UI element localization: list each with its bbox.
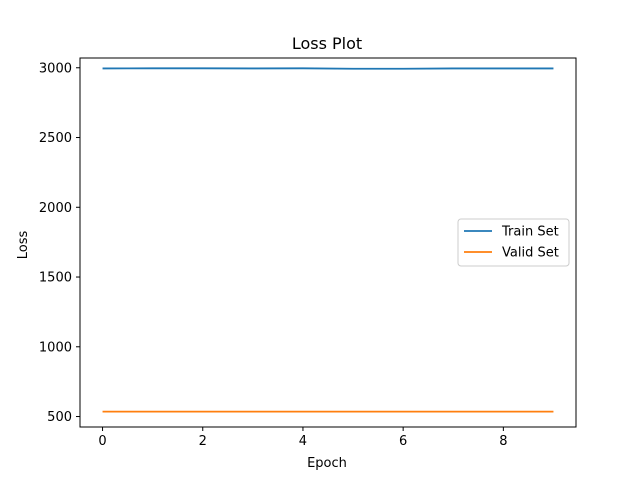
y-tick-label-0: 500 bbox=[47, 410, 72, 425]
legend: Train Set Valid Set bbox=[457, 218, 570, 267]
x-tick-label-1: 2 bbox=[199, 434, 207, 449]
x-tick-label-3: 6 bbox=[399, 434, 407, 449]
x-axis: 0 2 4 6 8 bbox=[98, 427, 507, 449]
x-tick-label-4: 8 bbox=[499, 434, 507, 449]
y-tick-label-2: 1500 bbox=[39, 271, 72, 286]
legend-label-0: Train Set bbox=[501, 225, 559, 240]
y-tick-label-4: 2500 bbox=[39, 131, 72, 146]
y-tick-label-1: 1000 bbox=[39, 340, 72, 355]
chart-title: Loss Plot bbox=[292, 34, 362, 53]
y-axis-label: Loss bbox=[16, 231, 31, 260]
x-axis-label: Epoch bbox=[307, 456, 347, 471]
x-tick-label-2: 4 bbox=[299, 434, 307, 449]
x-tick-label-0: 0 bbox=[98, 434, 106, 449]
y-tick-label-3: 2000 bbox=[39, 201, 72, 216]
y-tick-label-5: 3000 bbox=[39, 61, 72, 76]
legend-label-1: Valid Set bbox=[502, 246, 559, 261]
y-axis: 500 1000 1500 2000 2500 3000 bbox=[39, 61, 80, 425]
